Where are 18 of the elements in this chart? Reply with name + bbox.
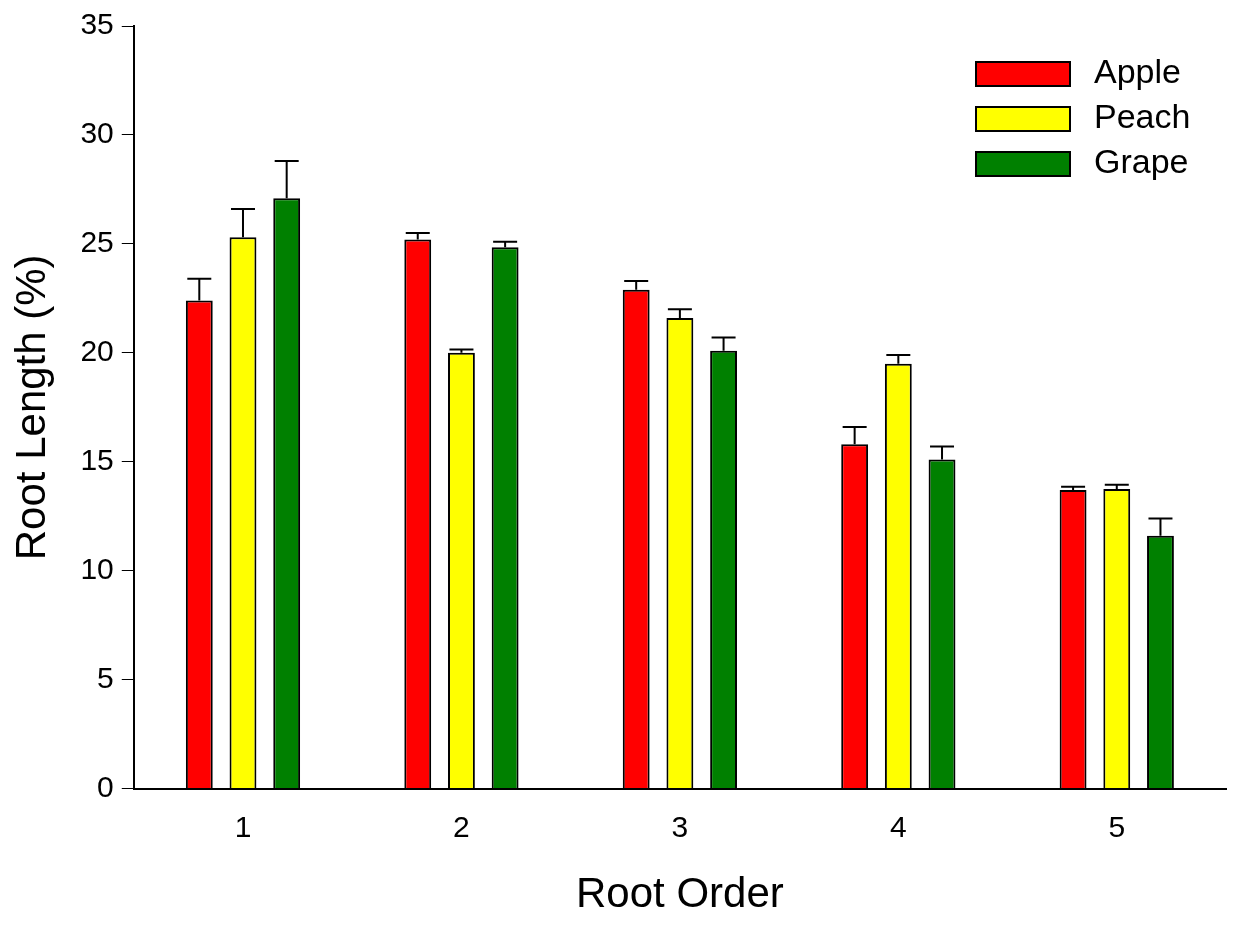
x-tick-label: 4 [889, 809, 907, 843]
y-tick-label: 30 [80, 116, 114, 150]
y-tick-label: 15 [80, 443, 114, 477]
x-tick-label: 5 [1108, 809, 1126, 843]
x-tick-label: 2 [453, 809, 470, 843]
y-tick-label: 25 [80, 225, 114, 259]
y-tick-label: 10 [80, 551, 114, 585]
x-tick-label: 1 [234, 809, 252, 843]
y-axis-title: Root Length (%) [6, 254, 54, 561]
y-tick-label: 35 [80, 7, 114, 41]
y-tick-label: 0 [97, 769, 114, 803]
x-axis-title: Root Order [576, 869, 784, 917]
legend-label: Grape [1094, 142, 1189, 181]
legend-label: Apple [1094, 52, 1181, 91]
legend-label: Peach [1094, 97, 1191, 136]
x-tick-label: 3 [671, 809, 689, 843]
y-tick-label: 5 [97, 660, 114, 694]
y-tick-label: 20 [80, 334, 114, 368]
